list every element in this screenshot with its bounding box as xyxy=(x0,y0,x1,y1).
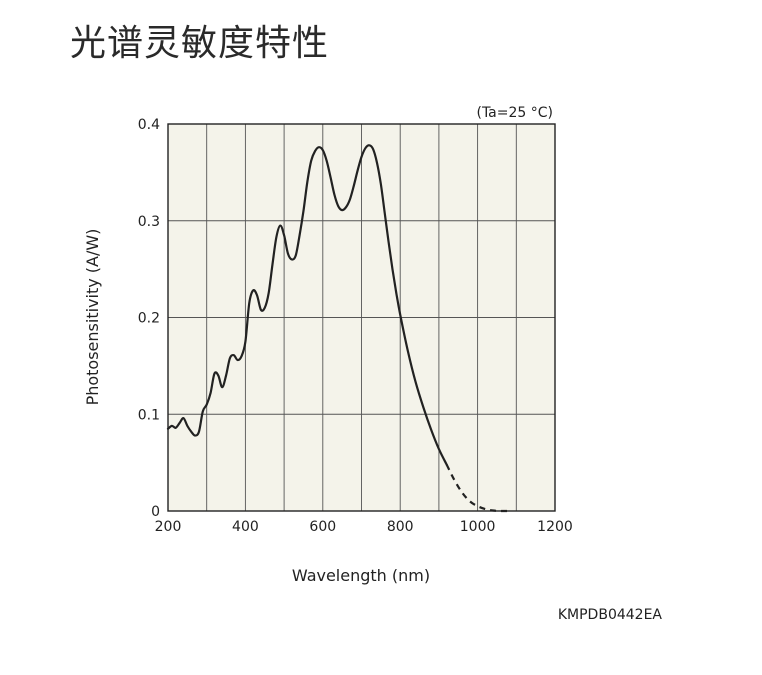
y-axis-label: Photosensitivity (A/W) xyxy=(83,229,102,406)
plot-frame xyxy=(167,123,556,512)
y-tick-label: 0.4 xyxy=(138,117,160,133)
photosensitivity-curve xyxy=(166,144,448,466)
frame-layer xyxy=(167,123,556,512)
y-tick-label: 0 xyxy=(151,504,160,520)
x-axis-label: Wavelength (nm) xyxy=(292,566,430,585)
y-tick-label: 0.3 xyxy=(138,214,160,230)
x-tick-label: 1000 xyxy=(460,519,496,535)
figure-code: KMPDB0442EA xyxy=(558,607,663,623)
series-layer xyxy=(166,144,509,513)
tick-layer: 200 400 600 800 1000 1200 0 0.1 0.2 0.3 0.4 xyxy=(138,117,573,535)
y-tick-label: 0.1 xyxy=(138,407,160,423)
page-title: 光谱灵敏度特性 xyxy=(70,23,330,64)
x-tick-label: 200 xyxy=(155,519,182,535)
x-tick-label: 800 xyxy=(387,519,414,535)
y-tick-label: 0.2 xyxy=(138,311,160,327)
x-tick-label: 600 xyxy=(309,519,336,535)
x-tick-label: 1200 xyxy=(537,519,573,535)
condition-label: (Ta=25 °C) xyxy=(476,105,553,121)
x-tick-label: 400 xyxy=(232,519,259,535)
